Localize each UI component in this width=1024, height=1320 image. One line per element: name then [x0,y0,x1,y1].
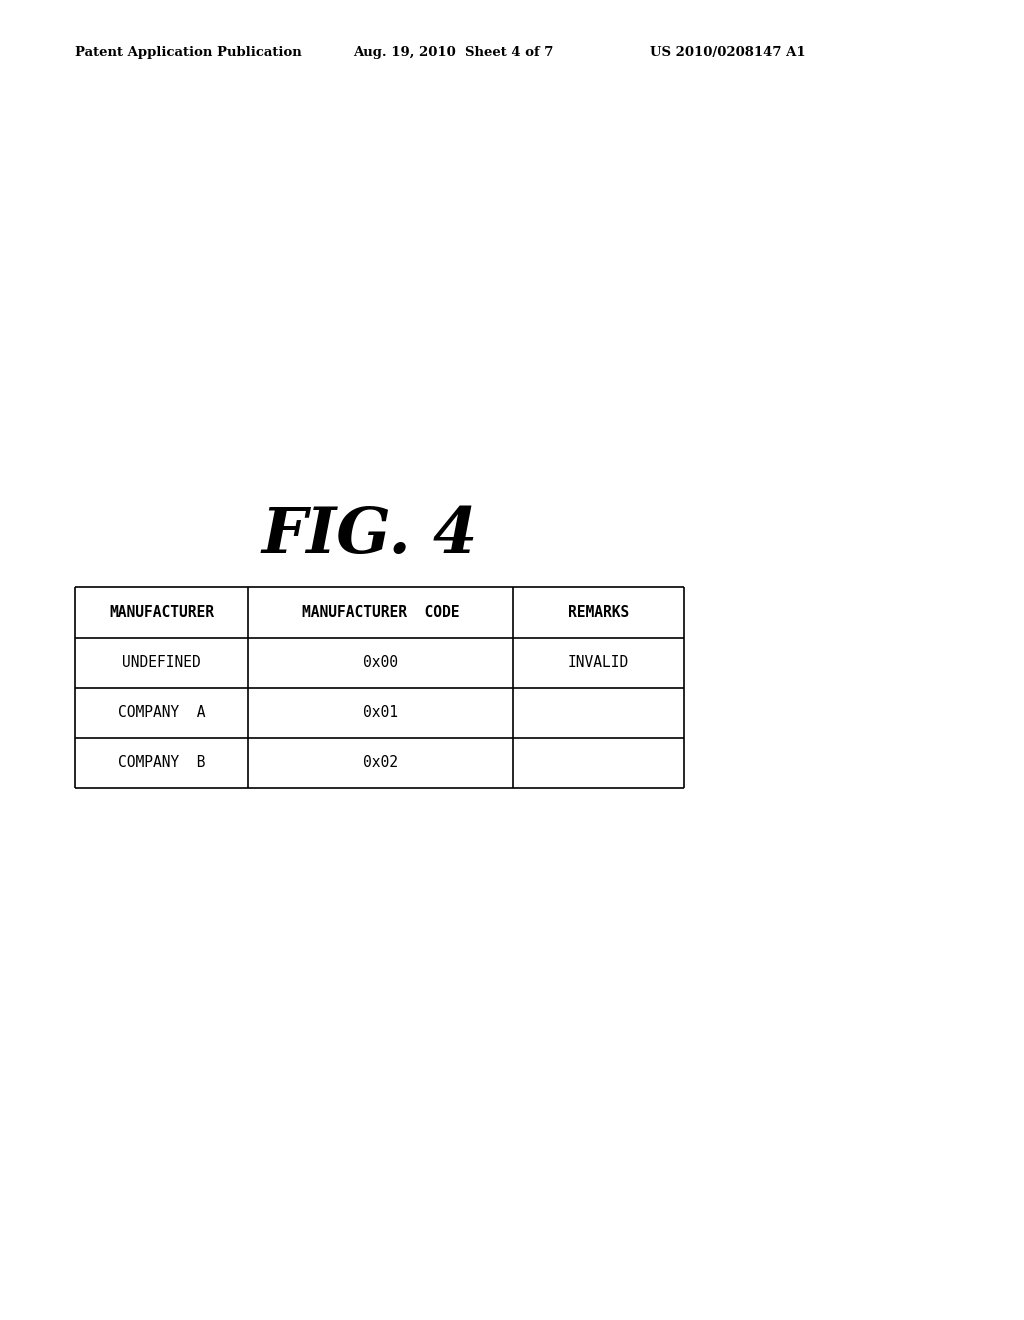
Text: UNDEFINED: UNDEFINED [122,655,201,671]
Text: COMPANY  B: COMPANY B [118,755,206,771]
Text: REMARKS: REMARKS [568,605,630,620]
Text: Aug. 19, 2010  Sheet 4 of 7: Aug. 19, 2010 Sheet 4 of 7 [353,46,554,58]
Text: 0x01: 0x01 [364,705,398,721]
Text: MANUFACTURER  CODE: MANUFACTURER CODE [302,605,460,620]
Text: 0x00: 0x00 [364,655,398,671]
Text: US 2010/0208147 A1: US 2010/0208147 A1 [650,46,806,58]
Text: MANUFACTURER: MANUFACTURER [110,605,214,620]
Text: COMPANY  A: COMPANY A [118,705,206,721]
Text: 0x02: 0x02 [364,755,398,771]
Text: Patent Application Publication: Patent Application Publication [75,46,301,58]
Text: INVALID: INVALID [568,655,630,671]
Text: FIG. 4: FIG. 4 [261,506,477,566]
